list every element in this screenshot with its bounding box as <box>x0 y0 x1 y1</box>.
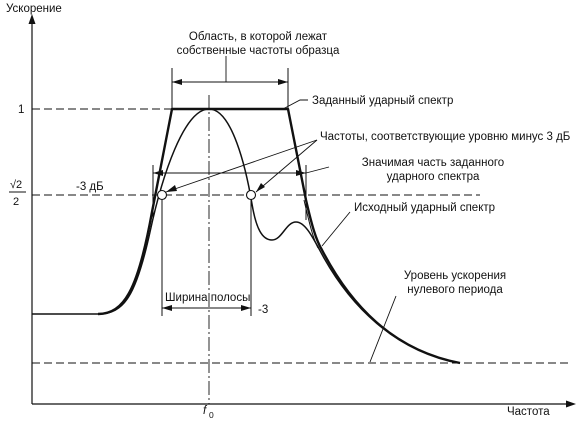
x-tick-f0-symbol: f <box>203 405 208 417</box>
minus3db-point-left <box>156 189 168 201</box>
minus3db-leader-right <box>255 139 318 193</box>
x-axis-label: Частота <box>507 406 550 418</box>
significant-dimension <box>153 170 306 176</box>
y-tick-minus3db: -3 дБ <box>76 181 104 193</box>
zero-period-label-line1: Уровень ускорения <box>404 270 506 282</box>
zero-period-label-line2: нулевого периода <box>407 284 503 296</box>
y-tick-sqrt2-numerator: √2 <box>10 179 22 191</box>
x-axis-arrow <box>566 400 576 408</box>
x-tick-f0: f 0 <box>203 405 214 420</box>
specified-shock-spectrum-inner-line <box>303 199 319 249</box>
initial-spectrum-leader <box>321 211 351 247</box>
y-tick-1: 1 <box>18 104 24 116</box>
minus3db-frequencies-label: Частоты, соответствующие уровню минус 3 … <box>320 131 570 143</box>
specified-spectrum-label: Заданный ударный спектр <box>312 95 453 107</box>
specified-shock-spectrum-curve <box>97 107 461 365</box>
y-tick-sqrt2-denominator: 2 <box>13 196 19 208</box>
significant-part-label-line2: ударного спектра <box>387 171 480 183</box>
initial-spectrum-label: Исходный ударный спектр <box>354 202 495 214</box>
minus3db-leader-left <box>165 139 318 193</box>
region-label-line2: собственные частоты образца <box>177 45 340 57</box>
minus3db-leader-left-arrow <box>166 185 177 192</box>
bandwidth-arrow-left <box>162 305 172 311</box>
bandwidth-label: Ширина полосы <box>165 292 250 304</box>
axes <box>28 14 576 408</box>
bandwidth-arrow-right <box>241 305 251 311</box>
bandwidth-suffix-label: -3 <box>258 304 268 316</box>
initial-shock-spectrum-curve <box>32 108 461 364</box>
x-tick-f0-subscript: 0 <box>209 410 214 420</box>
specified-spectrum-leader <box>282 99 308 110</box>
zero-period-leader <box>369 295 397 363</box>
region-dimension <box>172 79 288 85</box>
region-arrow-left <box>172 79 182 85</box>
y-axis-arrow <box>28 14 36 24</box>
region-arrow-right <box>278 79 288 85</box>
minus3db-point-right <box>245 189 257 201</box>
significant-part-leader <box>305 166 330 174</box>
bandwidth-dimension <box>162 305 251 311</box>
minus3db-leader-right-arrow <box>256 183 265 192</box>
y-tick-sqrt2-over-2: √2 2 <box>9 179 26 208</box>
y-axis-label: Ускорение <box>6 3 62 15</box>
region-label-line1: Область, в которой лежат <box>189 31 328 43</box>
significant-part-label-line1: Значимая часть заданного <box>362 157 504 169</box>
